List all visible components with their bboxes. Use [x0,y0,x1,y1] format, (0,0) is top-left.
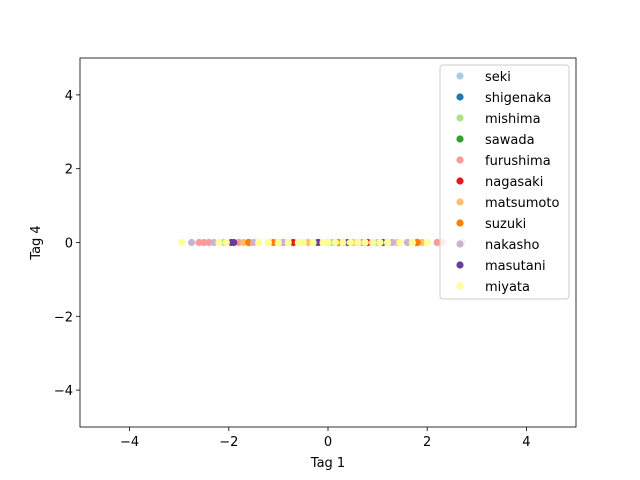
y-tick-label: −4 [54,384,73,399]
legend-marker [456,219,464,227]
data-point [210,238,218,247]
legend-label: matsumoto [485,196,559,211]
data-point [250,238,258,247]
legend-label: sawada [485,133,535,148]
data-point [188,238,196,247]
data-point [361,238,369,247]
legend-label: nagasaki [485,175,543,190]
data-points [178,238,466,247]
data-point [178,238,186,247]
data-point [304,238,312,247]
data-point [346,238,354,247]
legend-marker [456,93,464,101]
legend-label: seki [485,70,511,85]
legend-label: miyata [485,280,530,295]
data-point [230,238,238,247]
data-point [284,238,292,247]
legend-label: shigenaka [485,91,551,106]
legend-label: mishima [485,112,541,127]
legend-marker [456,156,464,164]
data-point [403,238,411,247]
data-point [324,238,332,247]
x-tick-label: −4 [120,435,139,450]
data-point [215,238,223,247]
y-tick-label: 4 [65,89,73,104]
legend-marker [456,240,464,248]
x-tick-label: 4 [522,435,530,450]
legend-label: nakasho [485,238,539,253]
data-point [433,238,441,247]
data-point [299,238,307,247]
data-point [388,238,397,247]
data-point [289,238,297,247]
y-tick-label: −2 [54,310,73,325]
legend-marker [456,198,464,206]
legend-marker [456,282,464,290]
data-point [245,238,253,247]
legend-box [439,64,570,300]
data-point [274,238,282,247]
data-point [294,238,302,247]
data-point [396,238,404,247]
data-point [413,238,421,247]
legend-label: masutani [485,259,546,274]
legend-label: suzuki [485,217,526,232]
data-point [423,238,431,247]
data-point [195,238,203,247]
data-point [205,238,213,247]
data-point [264,238,273,247]
data-point [339,238,347,247]
data-point [254,238,263,247]
x-tick-label: 0 [324,435,332,450]
legend-marker [456,177,464,185]
y-axis-label: Tag 4 [29,225,44,260]
x-axis-label: Tag 1 [310,456,345,471]
y-tick-label: 2 [65,163,73,178]
data-point [309,238,317,247]
data-point [331,238,340,247]
data-point [314,238,322,247]
y-axis-ticks: −4 −2 0 2 4 [54,89,80,399]
data-point [369,238,377,247]
data-point [376,238,384,247]
legend-marker [456,72,464,80]
data-point [408,238,416,247]
data-point [383,238,392,247]
legend-marker [456,261,464,269]
data-point [319,238,327,247]
data-point [200,238,208,247]
data-point [222,238,230,247]
data-point [269,238,278,247]
data-point [240,238,248,247]
legend-marker [456,114,464,122]
x-tick-label: −2 [219,435,238,450]
x-axis-ticks: −4 −2 0 2 4 [120,427,531,450]
legend: seki shigenaka mishima sawada furushima nagas… [439,64,570,300]
data-point [418,238,426,247]
legend-marker [456,135,464,143]
y-tick-label: 0 [65,237,73,252]
x-tick-label: 2 [423,435,431,450]
legend-label: furushima [485,154,551,169]
data-point [354,238,362,247]
data-point [279,238,287,247]
data-point [235,238,243,247]
